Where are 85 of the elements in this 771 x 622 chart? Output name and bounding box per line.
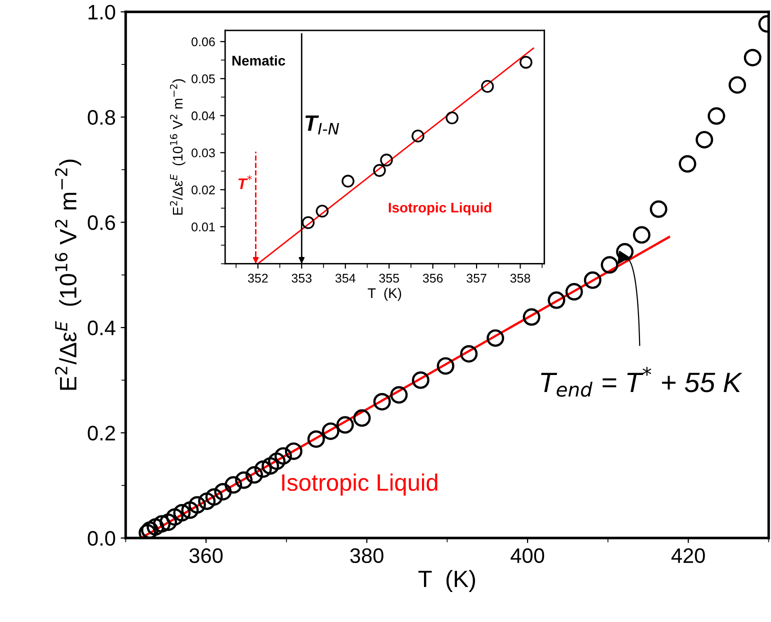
point [146, 518, 164, 536]
point [565, 283, 583, 301]
point [316, 204, 329, 218]
point [205, 488, 223, 506]
point [166, 508, 184, 526]
text: E$^{2}$/Δε$^{E}$ (10$^{16}$ V$^{2}$ m$^{−2}$) [170, 79, 186, 215]
point [373, 392, 391, 410]
annotation: T$_{end}$ = T$^{*}$ + 55 K [541, 366, 742, 397]
point [336, 416, 354, 434]
point [616, 243, 634, 261]
x-tick-label: 353 [292, 274, 312, 283]
point [254, 460, 272, 478]
point [262, 457, 280, 475]
point [600, 256, 618, 274]
point [235, 471, 253, 489]
x-tick-label: 356 [422, 274, 443, 283]
point [390, 386, 408, 404]
point [274, 447, 292, 465]
annotation: Nematic [232, 55, 286, 66]
point [522, 308, 540, 326]
x-axis-title: T (K) [368, 288, 402, 301]
x-tick-label: 354 [335, 274, 356, 283]
y-tick-label: 0.03 [192, 148, 215, 158]
point [412, 371, 430, 389]
point [268, 452, 286, 470]
point [284, 442, 302, 460]
y-tick-label: 0.04 [192, 111, 216, 120]
point [548, 291, 566, 309]
x-axis-title: T (K) [418, 570, 476, 592]
point [198, 492, 216, 510]
annotation: Isotropic Liquid [282, 474, 438, 496]
point [520, 56, 532, 69]
point [322, 422, 340, 440]
y-tick-label: 0.0 [88, 531, 116, 546]
point [188, 496, 206, 514]
point [446, 111, 458, 124]
x-tick-label: 355 [379, 274, 400, 283]
point [412, 130, 424, 142]
y-tick-label: 0.8 [88, 110, 116, 125]
y-tick-label: 0.6 [88, 215, 116, 230]
y-tick-label: 1.0 [88, 4, 116, 20]
x-tick-label: 358 [510, 274, 530, 283]
x-tick-label: 360 [189, 548, 223, 564]
point [744, 48, 762, 66]
point [436, 357, 454, 375]
y-tick-label: 0.2 [88, 426, 115, 441]
point [678, 155, 696, 173]
point [342, 174, 354, 188]
ref-line-label: T$_{I-N}$ [305, 115, 340, 134]
point [650, 200, 668, 218]
x-tick-label: 352 [248, 274, 268, 283]
point [307, 430, 325, 448]
y-tick-label: 0.02 [192, 185, 215, 194]
x-tick-label: 420 [671, 548, 705, 564]
point [160, 513, 178, 531]
point [728, 76, 746, 94]
point [181, 501, 199, 519]
point [353, 409, 371, 427]
y-tick-label: 0.4 [88, 320, 116, 336]
x-tick-label: 400 [510, 548, 544, 564]
point [153, 515, 171, 533]
y-tick-label: 0.06 [192, 37, 215, 46]
point [173, 504, 191, 522]
point [373, 164, 386, 177]
point [708, 107, 726, 125]
annotation: Isotropic Liquid [388, 202, 492, 216]
point [138, 524, 156, 538]
point [224, 476, 242, 494]
x-tick-label: 380 [350, 548, 384, 564]
point [380, 154, 393, 166]
point [696, 130, 714, 148]
y-tick-label: 0.01 [192, 222, 215, 232]
point [486, 329, 504, 347]
point [481, 80, 494, 93]
point [584, 271, 602, 289]
point [141, 521, 159, 538]
point [246, 466, 264, 484]
y-tick-label: 0.05 [192, 74, 215, 84]
point [214, 482, 232, 500]
point [632, 226, 650, 244]
text: E$^{2}$/Δε$^{E}$ (10$^{16}$ V$^{2}$ m$^{−2}$) [54, 160, 82, 390]
ref-line-label: T$^{*}$ [238, 175, 252, 189]
point [460, 345, 478, 363]
point [302, 216, 315, 230]
x-tick-label: 357 [466, 274, 486, 283]
